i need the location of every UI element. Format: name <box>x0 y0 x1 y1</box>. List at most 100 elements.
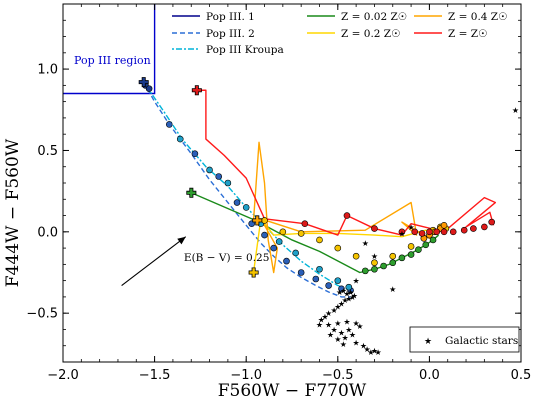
galactic-star-point: ★ <box>327 330 334 339</box>
series-7-point <box>418 230 426 237</box>
galactic-star-point: ★ <box>364 345 371 354</box>
series-4-point <box>371 265 378 273</box>
y-tick-label: 0.5 <box>37 144 58 159</box>
galactic-star-point: ★ <box>362 239 369 248</box>
series-3-point <box>345 283 353 291</box>
legend-label-3: Pop III Kroupa <box>206 44 284 56</box>
series-2-point <box>283 257 290 265</box>
galactic-star-point: ★ <box>321 312 328 321</box>
x-tick-label: −0.5 <box>322 368 354 383</box>
series-line-6 <box>252 141 445 274</box>
series-line-5 <box>252 218 449 273</box>
series-4-point <box>389 259 397 267</box>
y-axis-title: F444W − F560W <box>3 138 23 287</box>
legend-label-2: Pop III. 2 <box>206 28 255 40</box>
series-2-point <box>297 269 305 276</box>
galactic-star-point: ★ <box>334 319 341 328</box>
series-5-point <box>407 243 415 250</box>
series-5-point <box>389 252 397 260</box>
y-tick-label: 1.0 <box>37 63 58 78</box>
track-start-marker <box>191 85 202 96</box>
x-tick-label: −2.0 <box>47 368 79 383</box>
galactic-star-point: ★ <box>342 334 349 343</box>
galactic-star-point: ★ <box>367 348 374 357</box>
galactic-star-point: ★ <box>347 288 354 297</box>
series-2-point <box>165 121 173 128</box>
series-line-7 <box>196 89 497 236</box>
series-7-point <box>426 228 433 236</box>
series-2-point <box>325 282 332 289</box>
y-tick-label: 0.0 <box>37 225 58 240</box>
galactic-star-point: ★ <box>389 285 396 294</box>
plot-area: Pop III region★★★★★★★★★★ ★ ★ ★ ★★★ ★★★★★ ★★★★★… <box>63 4 519 357</box>
x-tick-label: −1.5 <box>139 368 171 383</box>
x-tick-label: 0.5 <box>511 368 532 383</box>
galactic-star-point: ★ <box>371 252 378 261</box>
galactic-star-point: ★ <box>345 295 352 304</box>
galactic-star-point: ★ <box>407 223 414 232</box>
galactic-star-point: ★ <box>343 317 350 326</box>
legend: Pop III. 1 Pop III. 2 Pop III Kroupa Z = 0.… <box>172 11 520 353</box>
legend-label-4: Z = 0.02 Z☉ <box>341 11 407 23</box>
series-4-point <box>407 251 415 258</box>
track-start-marker <box>252 215 263 226</box>
galactic-star-point: ★ <box>375 348 382 357</box>
series-2-point <box>191 150 199 158</box>
series-7-point <box>460 226 468 234</box>
series-2-point <box>312 275 320 283</box>
series-4-point <box>422 241 430 249</box>
galactic-star-point: ★ <box>318 316 325 325</box>
legend-label-6: Z = 0.4 Z☉ <box>448 11 508 23</box>
series-6-point <box>440 222 448 229</box>
galactic-legend-box <box>409 326 520 353</box>
series-7-point <box>371 225 378 232</box>
y-tick-label: −0.5 <box>26 307 58 322</box>
track-start-marker <box>138 77 149 88</box>
galactic-star-point: ★ <box>338 299 345 308</box>
series-5-point <box>261 217 268 224</box>
galactic-star-point: ★ <box>356 322 363 331</box>
series-1-point <box>145 85 153 92</box>
series-4-point <box>429 236 437 244</box>
galactic-legend-label: Galactic stars <box>445 335 518 347</box>
series-3-point <box>224 179 232 187</box>
series-5-point <box>334 244 342 252</box>
series-5-point <box>279 228 287 236</box>
galactic-star-point: ★ <box>334 335 341 344</box>
galactic-star-point: ★ <box>512 106 519 115</box>
series-7-point <box>440 228 448 236</box>
series-7-point <box>470 225 477 232</box>
series-5-point <box>371 259 378 267</box>
galactic-star-point: ★ <box>360 342 367 351</box>
series-3-point <box>176 135 184 143</box>
galactic-star-point: ★ <box>338 329 345 338</box>
series-2-point <box>233 199 241 206</box>
galactic-star-point: ★ <box>353 338 360 347</box>
series-2-point <box>270 244 277 252</box>
legend-label-7: Z = Z☉ <box>448 28 487 40</box>
series-4-point <box>415 246 422 254</box>
series-7-point <box>343 212 351 219</box>
galactic-star-point: ★ <box>325 321 332 330</box>
series-4-point <box>361 267 369 275</box>
galactic-star-point: ★ <box>334 303 341 312</box>
series-7-point <box>433 228 441 236</box>
galactic-star-point: ★ <box>340 340 347 349</box>
series-2-point <box>261 231 268 239</box>
series-line-2 <box>142 81 351 298</box>
galactic-star-point: ★ <box>398 229 405 238</box>
galactic-star-point: ★ <box>349 293 356 302</box>
series-7-point <box>488 218 495 226</box>
series-4-point <box>398 254 406 262</box>
series-3-point <box>206 166 213 174</box>
x-tick-label: −1.0 <box>230 368 262 383</box>
series-4-point <box>380 262 387 270</box>
series-2-point <box>338 285 345 293</box>
legend-label-5: Z = 0.2 Z☉ <box>341 28 401 40</box>
pop3-region-boundary <box>63 4 156 95</box>
galactic-star-point: ★ <box>336 288 343 297</box>
series-7-point <box>449 228 457 236</box>
galactic-star-point: ★ <box>345 325 352 334</box>
galactic-star-point: ★ <box>349 330 356 339</box>
